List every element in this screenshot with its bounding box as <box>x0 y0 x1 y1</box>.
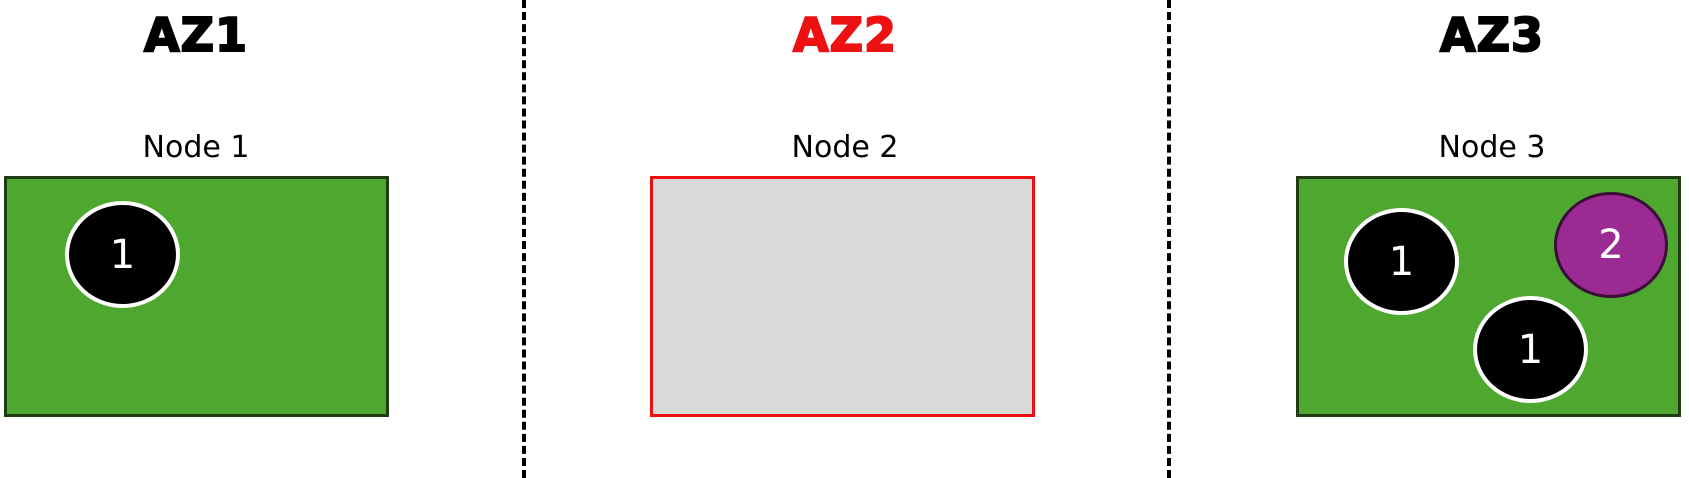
node-box-2 <box>650 176 1035 417</box>
pod-1-node-3-b: 1 <box>1473 296 1588 403</box>
node-label-1: Node 1 <box>142 130 250 165</box>
zone-divider-2 <box>1167 0 1171 478</box>
zone-title-az1: AZ1 <box>143 7 248 63</box>
zone-title-az2: AZ2 <box>792 7 897 63</box>
node-box-3: 1 1 2 <box>1296 176 1681 417</box>
node-box-1: 1 <box>4 176 389 417</box>
node-label-3: Node 3 <box>1438 130 1546 165</box>
node-label-2: Node 2 <box>791 130 899 165</box>
pod-1-node-1: 1 <box>65 201 180 308</box>
pod-1-node-3-a: 1 <box>1344 208 1459 315</box>
zone-title-az3: AZ3 <box>1439 7 1544 63</box>
zone-divider-1 <box>522 0 526 478</box>
pod-2-node-3: 2 <box>1554 192 1668 298</box>
